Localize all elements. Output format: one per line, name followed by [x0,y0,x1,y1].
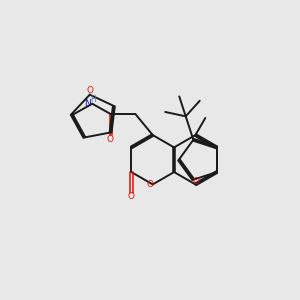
Text: O: O [192,177,200,186]
Text: O: O [147,180,154,189]
Text: O: O [128,192,135,201]
Text: O: O [106,135,114,144]
Text: N: N [84,99,91,108]
Text: H: H [90,95,96,104]
Text: O: O [86,86,93,95]
